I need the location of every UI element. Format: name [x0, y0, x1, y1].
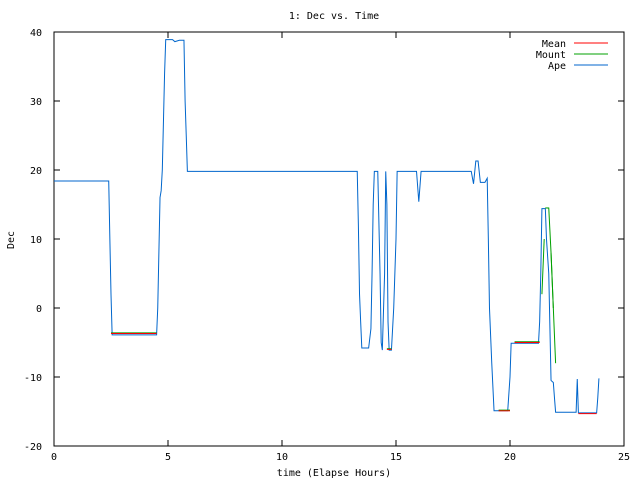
y-tick-label: 0 — [36, 304, 42, 315]
series-ape-line — [54, 39, 600, 414]
y-tick-label: -20 — [24, 442, 42, 453]
axis-ticks: 0 5 10 15 20 25 -20 -10 0 10 20 30 40 — [24, 28, 630, 463]
y-tick-label: 10 — [30, 235, 42, 246]
chart-title: 1: Dec vs. Time — [289, 11, 379, 22]
legend-label-mount: Mount — [536, 50, 566, 61]
y-tick-label: 40 — [30, 28, 42, 39]
y-tick-label: 20 — [30, 166, 42, 177]
x-tick-label: 20 — [504, 452, 516, 463]
x-tick-label: 0 — [51, 452, 57, 463]
x-tick-label: 25 — [618, 452, 630, 463]
legend-label-ape: Ape — [548, 61, 566, 72]
x-axis-label: time (Elapse Hours) — [277, 468, 391, 479]
x-tick-label: 10 — [276, 452, 288, 463]
legend-label-mean: Mean — [542, 39, 566, 50]
y-tick-label: -10 — [24, 373, 42, 384]
x-tick-label: 15 — [390, 452, 402, 463]
y-tick-label: 30 — [30, 97, 42, 108]
series-lines — [54, 39, 600, 415]
x-tick-label: 5 — [165, 452, 171, 463]
series-mount-segment — [541, 238, 545, 295]
y-axis-label: Dec — [6, 231, 17, 249]
series-mount-line — [545, 207, 557, 364]
plot-frame — [53, 31, 625, 447]
